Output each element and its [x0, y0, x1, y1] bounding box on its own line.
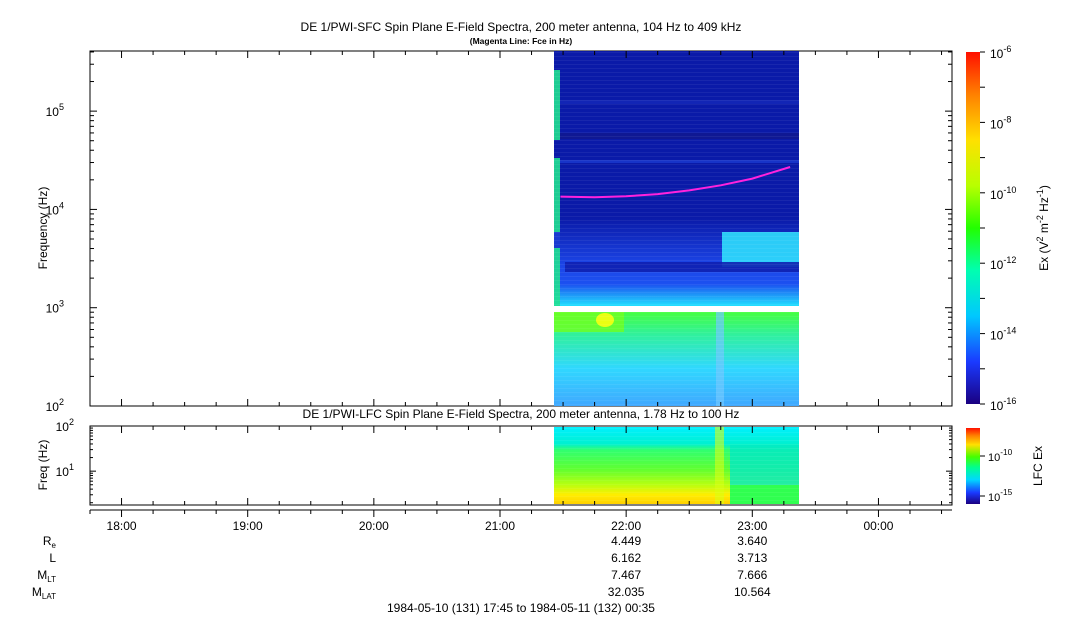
lfc-plot-frame [89, 425, 953, 506]
ephemeris-value: 10.564 [734, 585, 771, 599]
lfc-y-axis: 101 102 [56, 417, 952, 504]
sfc-colorbar-scale [966, 52, 980, 404]
lfc-colorbar-scale [966, 428, 980, 504]
sfc-plot-frame [89, 50, 953, 407]
sfc-colorbar-ticks: 10-6 10-8 10-10 10-12 10-14 10-16 [980, 44, 1016, 413]
ephemeris-label: MLT [37, 568, 56, 584]
lfc-spectrogram [554, 427, 799, 504]
sfc-colorbar-tick-label: 10-10 [990, 185, 1016, 202]
lfc-colorbar-tick-label: 10-15 [988, 488, 1013, 504]
time-axis: 18:00 19:00 20:00 21:00 22:00 23:00 00:00 [89, 51, 952, 533]
lfc-colorbar-ticks: 10-10 10-15 [980, 448, 1013, 504]
ephemeris-value: 3.713 [737, 551, 767, 565]
lfc-colorbar-tick-label: 10-10 [988, 448, 1013, 464]
lfc-texture [554, 427, 799, 504]
sfc-colorbar-label: Ex (V2 m-2 Hz-1) [1035, 185, 1051, 271]
sfc-texture [554, 51, 799, 406]
sfc-y-tick-label: 105 [46, 102, 64, 119]
ephemeris-value: 4.449 [611, 534, 641, 548]
sfc-y-tick-label: 103 [46, 299, 64, 316]
time-tick-label: 19:00 [233, 519, 263, 533]
ephemeris-label: L [49, 551, 56, 565]
sfc-colorbar-tick-label: 10-6 [990, 44, 1011, 61]
time-tick-label: 22:00 [611, 519, 641, 533]
sfc-y-tick-label: 104 [46, 200, 64, 217]
ephemeris-value: 6.162 [611, 551, 641, 565]
lfc-colorbar: 10-10 10-15 LFC Ex [966, 428, 1045, 504]
ephemeris-value: 32.035 [608, 585, 645, 599]
sfc-panel: 102 103 104 105 Frequency (Hz) [36, 50, 953, 414]
sfc-y-axis: 102 103 104 105 [46, 51, 952, 414]
lfc-panel: 101 102 Freq (Hz) [36, 417, 953, 506]
ephemeris-label: MLAT [32, 585, 56, 601]
ephemeris-value: 3.640 [737, 534, 767, 548]
sfc-colorbar: 10-6 10-8 10-10 10-12 10-14 10-16 Ex (V2 m-2 … [966, 44, 1051, 413]
time-tick-label: 23:00 [737, 519, 767, 533]
sfc-colorbar-tick-label: 10-14 [990, 326, 1016, 343]
lfc-colorbar-label: LFC Ex [1031, 446, 1045, 486]
time-tick-label: 00:00 [863, 519, 893, 533]
lfc-title: DE 1/PWI-LFC Spin Plane E-Field Spectra,… [303, 407, 740, 421]
ephemeris-value: 7.666 [737, 568, 767, 582]
time-axis-ticks: 18:00 19:00 20:00 21:00 22:00 23:00 00:00 [89, 51, 943, 533]
lfc-y-tick-label: 101 [56, 462, 74, 479]
ephemeris-value: 7.467 [611, 568, 641, 582]
sfc-colorbar-tick-label: 10-8 [990, 114, 1011, 131]
sfc-colorbar-tick-label: 10-16 [990, 396, 1016, 413]
sfc-spectrogram [554, 51, 799, 406]
sfc-colorbar-tick-label: 10-12 [990, 255, 1016, 272]
sfc-subtitle: (Magenta Line: Fce in Hz) [470, 36, 573, 46]
time-tick-label: 18:00 [107, 519, 137, 533]
ephemeris-table: Re 4.449 3.640 L 6.162 3.713 MLT 7.467 7.666 MLAT… [32, 534, 771, 601]
sfc-y-tick-label: 102 [46, 397, 64, 414]
lfc-y-tick-label: 102 [56, 417, 74, 434]
time-tick-label: 20:00 [359, 519, 389, 533]
time-tick-label: 21:00 [485, 519, 515, 533]
lfc-ylabel: Freq (Hz) [36, 440, 50, 491]
fce-line [560, 166, 791, 199]
footer-time-range: 1984-05-10 (131) 17:45 to 1984-05-11 (13… [387, 601, 655, 615]
ephemeris-label: Re [43, 534, 57, 550]
sfc-title: DE 1/PWI-SFC Spin Plane E-Field Spectra,… [301, 20, 742, 34]
sfc-ylabel: Frequency (Hz) [36, 187, 50, 270]
